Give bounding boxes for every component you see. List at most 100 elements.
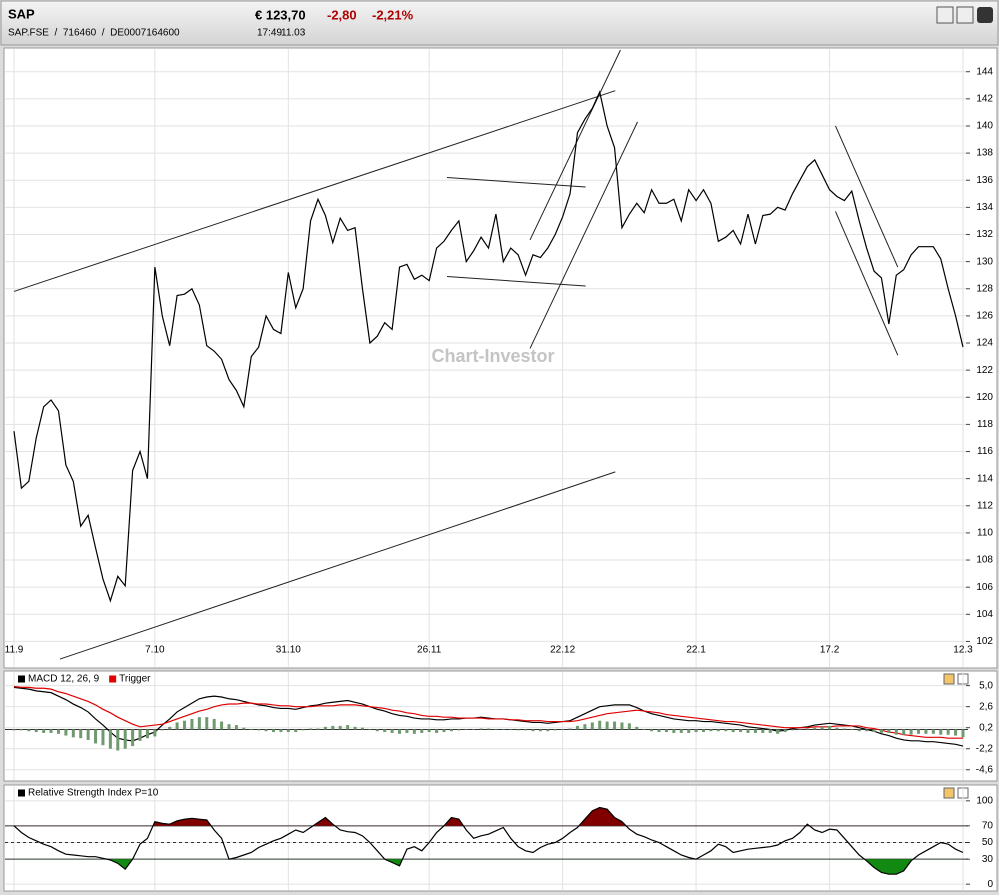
- histogram-bar: [212, 718, 216, 730]
- histogram-bar: [12, 729, 16, 731]
- histogram-bar: [427, 729, 431, 733]
- y-tick-label: 104: [976, 609, 993, 620]
- histogram-bar: [842, 728, 846, 730]
- price: € 123,70: [255, 7, 306, 22]
- y-tick-label: 100: [976, 795, 993, 806]
- histogram-bar: [368, 729, 372, 730]
- settings-icon[interactable]: [977, 7, 993, 23]
- watermark: Chart-Investor: [431, 346, 554, 366]
- histogram-bar: [360, 727, 364, 730]
- histogram-bar: [316, 728, 320, 730]
- histogram-bar: [946, 729, 950, 735]
- histogram-bar: [583, 724, 587, 730]
- histogram-bar: [412, 729, 416, 734]
- legend-swatch: [109, 675, 117, 683]
- x-tick-label: 22.1: [686, 645, 706, 656]
- legend-label: Trigger: [119, 674, 151, 685]
- histogram-bar: [761, 729, 765, 733]
- histogram-bar: [145, 729, 149, 739]
- histogram-bar: [220, 721, 224, 730]
- histogram-bar: [383, 729, 387, 733]
- panel-settings[interactable]: [943, 787, 955, 799]
- histogram-bar: [257, 729, 261, 731]
- x-tick-label: 7.10: [145, 645, 165, 656]
- histogram-bar: [79, 729, 83, 739]
- histogram-bar: [553, 729, 557, 731]
- histogram-bar: [820, 726, 824, 730]
- histogram-bar: [872, 729, 876, 733]
- histogram-bar: [768, 729, 772, 733]
- histogram-bar: [516, 729, 520, 731]
- histogram-bar: [472, 729, 476, 730]
- oversold-area: [14, 859, 963, 875]
- y-tick-label: 0: [987, 879, 993, 890]
- histogram-bar: [479, 728, 483, 730]
- y-tick-label: 120: [976, 392, 993, 403]
- histogram-bar: [620, 722, 624, 730]
- x-tick-label: 12.3: [953, 645, 973, 656]
- histogram-bar: [71, 729, 75, 738]
- news-icon[interactable]: [956, 6, 974, 24]
- trendline: [835, 211, 899, 356]
- histogram-bar: [183, 720, 187, 730]
- y-tick-label: 70: [982, 820, 994, 831]
- histogram-bar: [449, 729, 453, 732]
- histogram-bar: [887, 729, 891, 733]
- time: 17:49: [257, 28, 282, 39]
- histogram-bar: [590, 722, 594, 730]
- legend-swatch: [18, 675, 25, 683]
- trendline: [446, 177, 586, 188]
- histogram-bar: [86, 729, 90, 740]
- histogram-bar: [879, 729, 883, 733]
- histogram-bar: [271, 729, 275, 733]
- trendline: [529, 49, 621, 241]
- histogram-bar: [894, 729, 898, 735]
- x-tick-label: 26.11: [417, 645, 442, 656]
- y-tick-label: 118: [977, 419, 993, 430]
- histogram-bar: [227, 724, 231, 730]
- histogram-bar: [627, 723, 631, 730]
- histogram-bar: [813, 727, 817, 730]
- y-tick-label: 30: [982, 854, 994, 865]
- histogram-bar: [850, 729, 854, 730]
- histogram-bar: [538, 729, 542, 732]
- header-bar: [0, 0, 999, 46]
- histogram-bar: [605, 721, 609, 730]
- price-panel: [3, 47, 998, 669]
- panel-settings[interactable]: [943, 673, 955, 685]
- histogram-bar: [457, 729, 461, 731]
- y-tick-label: 128: [976, 283, 993, 294]
- histogram-bar: [286, 729, 290, 733]
- trendlines: [13, 49, 899, 660]
- chart-icon[interactable]: [936, 6, 954, 24]
- y-tick-label: 144: [976, 66, 993, 77]
- legend-swatch: [18, 789, 25, 797]
- histogram-bar: [709, 729, 713, 732]
- trendline: [13, 90, 616, 292]
- y-tick-label: 142: [976, 93, 993, 104]
- histogram-bar: [94, 729, 98, 744]
- histogram-bar: [739, 729, 743, 733]
- y-tick-label: 0,2: [979, 722, 993, 733]
- rsi-panel: [3, 784, 998, 892]
- histogram-bar: [724, 729, 728, 732]
- x-tick-label: 31.10: [276, 645, 301, 656]
- y-tick-label: 102: [976, 636, 993, 647]
- histogram-bar: [123, 729, 127, 749]
- histogram-bar: [405, 729, 409, 733]
- histogram-bar: [776, 729, 780, 734]
- histogram-bar: [731, 729, 735, 733]
- histogram-bar: [64, 729, 68, 736]
- histogram-bar: [168, 726, 172, 730]
- histogram-bar: [464, 729, 468, 730]
- y-tick-label: 140: [976, 121, 993, 132]
- histogram-bar: [338, 725, 342, 730]
- histogram-bar: [205, 717, 209, 730]
- trendline: [59, 471, 616, 660]
- histogram-bar: [331, 725, 335, 730]
- histogram-bar: [924, 729, 928, 734]
- y-tick-label: 106: [976, 582, 993, 593]
- histogram-bar: [790, 729, 794, 731]
- histogram-bar: [49, 729, 53, 733]
